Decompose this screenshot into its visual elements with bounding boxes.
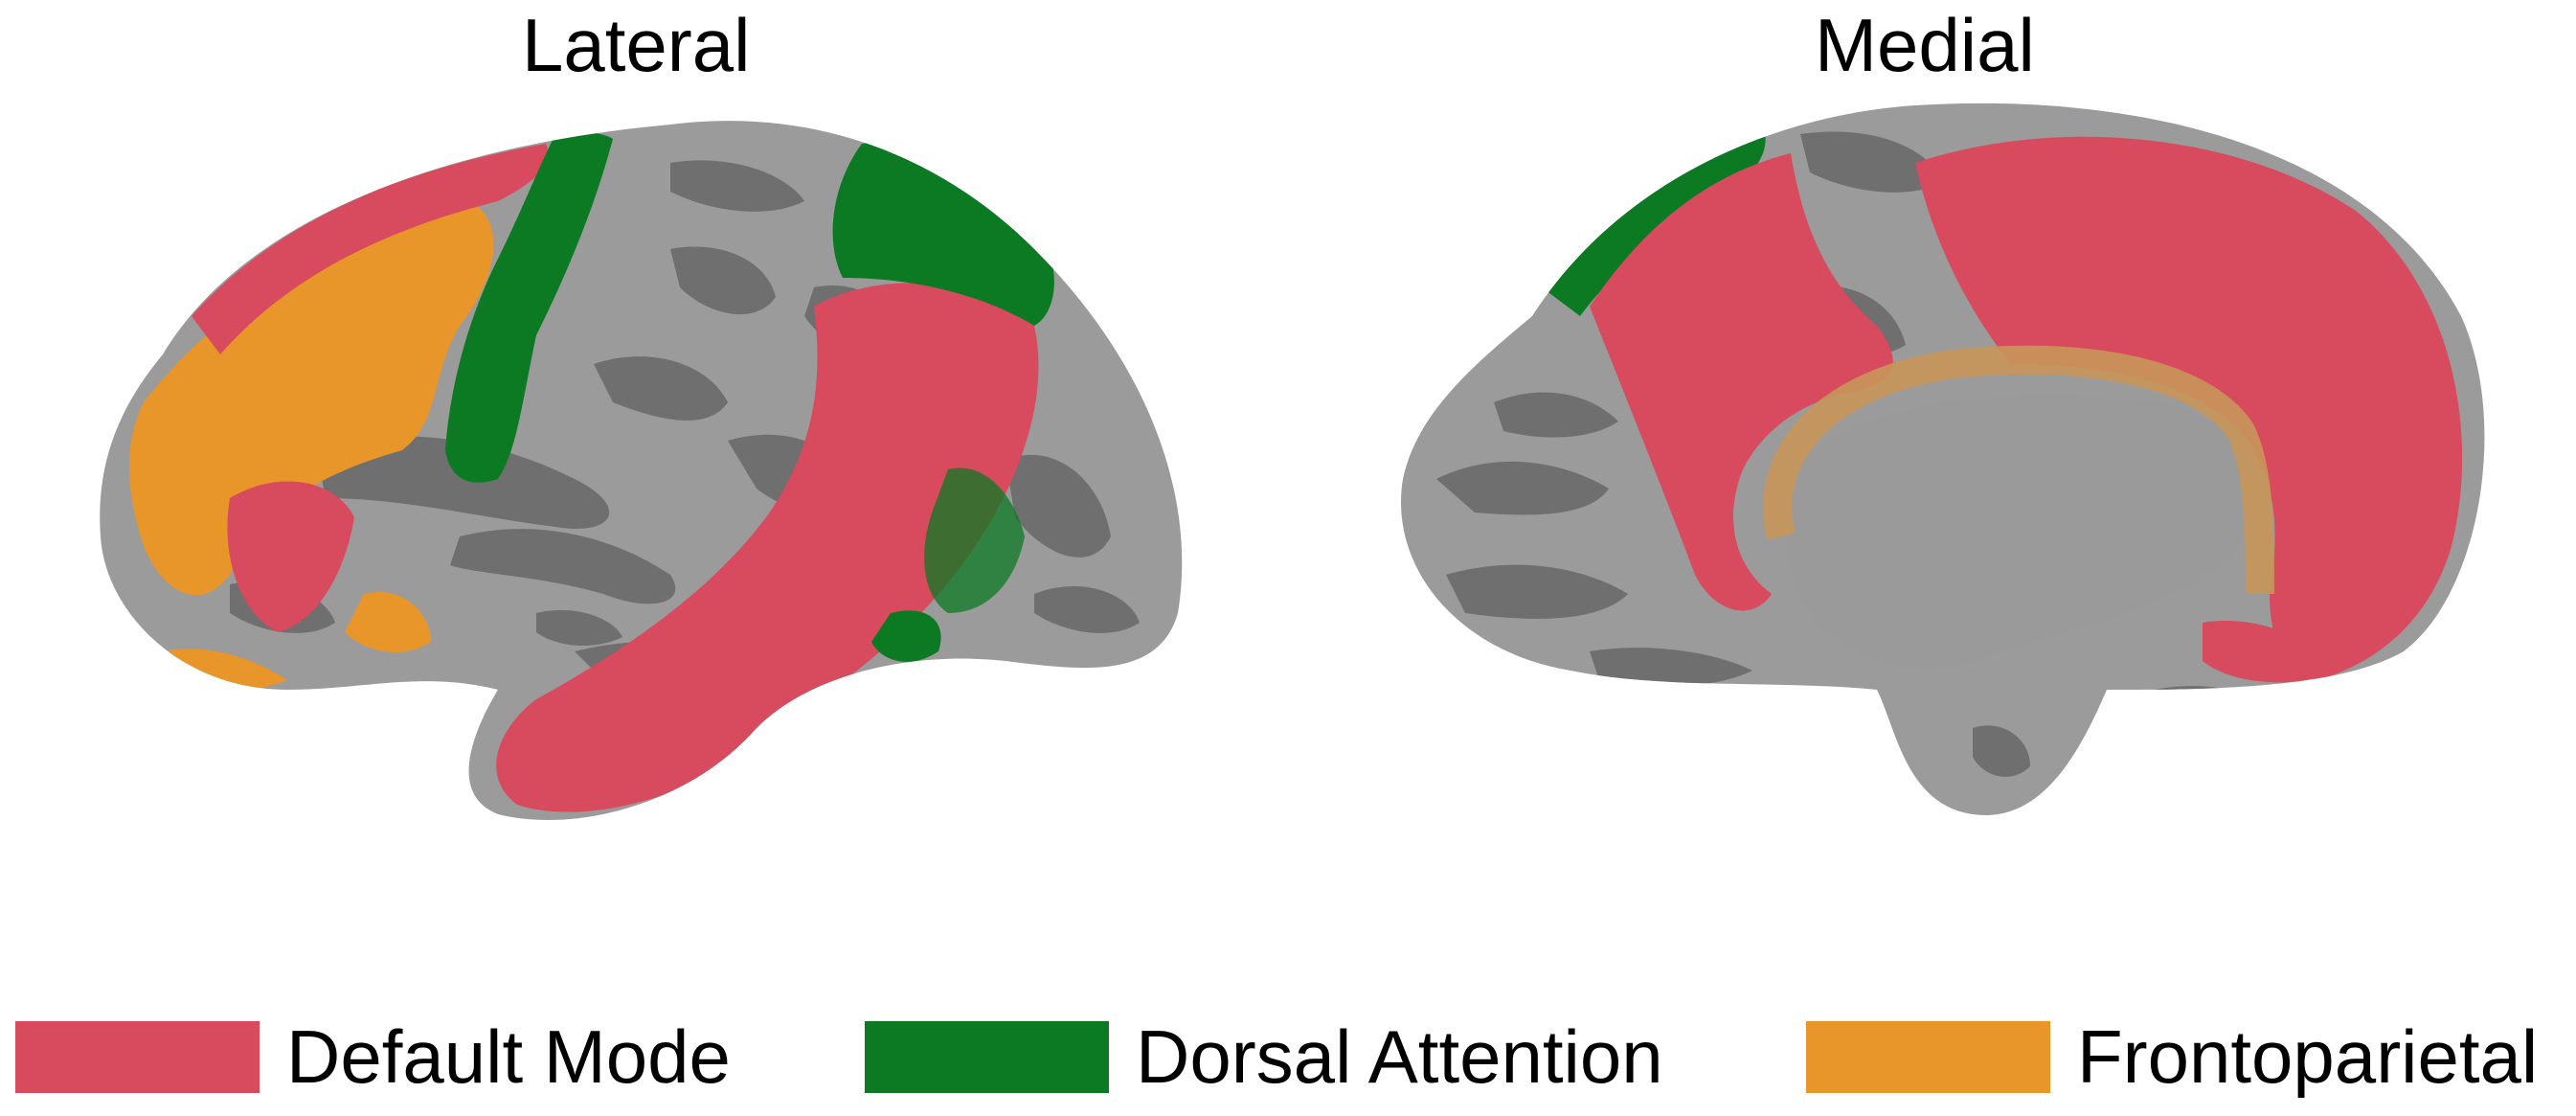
legend-item-frontoparietal: Frontoparietal	[1806, 1014, 2538, 1100]
lateral-hemisphere	[100, 121, 1183, 821]
legend-label-default-mode: Default Mode	[286, 1014, 731, 1099]
medial-dorsal-attention-regions	[1542, 125, 1766, 316]
legend-label-frontoparietal: Frontoparietal	[2077, 1014, 2539, 1099]
legend-swatch-dorsal-attention	[865, 1020, 1109, 1093]
legend-label-dorsal-attention: Dorsal Attention	[1136, 1014, 1663, 1099]
medial-frontoparietal-region	[1763, 345, 2274, 595]
legend-swatch-default-mode	[15, 1020, 260, 1093]
legend-item-dorsal-attention: Dorsal Attention	[865, 1014, 1663, 1100]
medial-default-mode-regions	[1590, 136, 2463, 683]
lateral-dorsal-attention-regions	[445, 131, 1054, 662]
legend-item-default-mode: Default Mode	[15, 1014, 731, 1100]
medial-view-title: Medial	[1815, 3, 2035, 87]
legend: Default Mode Dorsal Attention Frontopari…	[0, 1014, 2576, 1100]
lateral-view-title: Lateral	[522, 3, 751, 87]
medial-hemisphere	[1400, 102, 2485, 815]
medial-callosum-region	[1787, 395, 2256, 669]
lateral-default-mode-regions	[192, 144, 1039, 812]
legend-swatch-frontoparietal	[1806, 1020, 2050, 1093]
brain-surface-figure	[100, 102, 2485, 821]
